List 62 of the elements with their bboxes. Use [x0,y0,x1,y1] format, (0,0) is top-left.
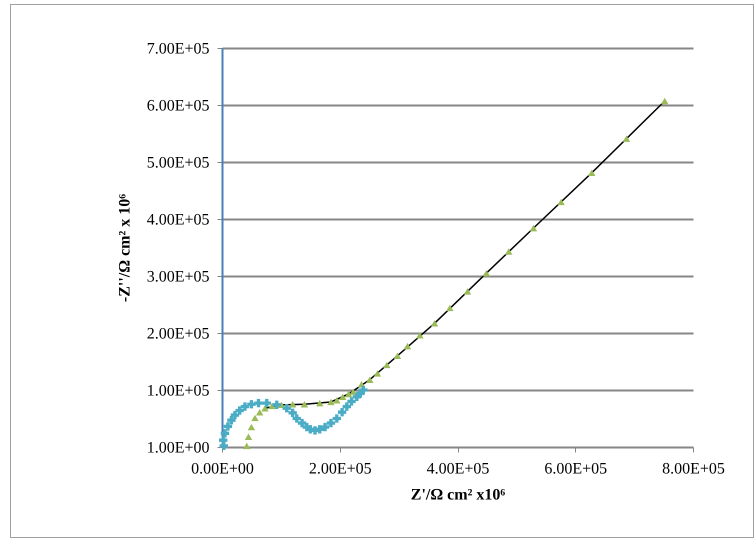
point [557,198,565,206]
point [464,288,472,295]
point [333,397,341,404]
point [251,414,259,422]
point [383,362,391,368]
point [220,429,230,438]
x-tick-label: 2.00E+05 [308,460,372,478]
point [261,405,269,412]
point [256,409,264,416]
point [342,402,351,411]
point [430,320,438,327]
point [394,352,402,360]
y-tick-label: 3.00E+05 [146,268,210,286]
point [316,400,324,406]
x-tick-label: 6.00E+05 [544,460,608,478]
point [416,332,424,338]
point [347,397,356,406]
point [288,408,297,417]
point [244,434,252,440]
y-tick-label: 4.00E+05 [146,212,210,228]
point [254,398,263,408]
point [326,418,336,428]
point [338,394,346,400]
point [446,304,454,312]
point [292,414,301,423]
point [272,400,281,410]
y-tick-label: 1.00E+05 [146,382,210,400]
point [327,398,335,406]
point [332,414,341,423]
point [661,98,668,104]
point [482,270,490,276]
point [530,224,538,232]
x-tick-label: 4.00E+05 [426,460,490,478]
y-axis-title: -Z''/Ω cm² x 10⁶ [116,194,134,302]
point [224,422,232,431]
y-tick-label: 1.00E+00 [146,440,210,456]
point [300,401,308,408]
y-tick-label: 6.00E+05 [146,98,210,114]
point [366,376,374,383]
x-tick-label: 8.00E+05 [662,460,725,478]
point [282,404,291,412]
point [404,342,412,350]
x-tick-label: 0.00E+00 [191,460,254,478]
point [588,170,596,176]
point [622,135,630,142]
point [288,401,296,408]
point [359,386,368,394]
point [230,410,240,420]
y-tick-label: 5.00E+05 [146,154,210,172]
point [247,400,256,408]
point [262,398,271,408]
y-tick-label: 7.00E+05 [146,40,210,58]
y-tick-label: 2.00E+05 [146,326,210,342]
x-axis-title: Z'/Ω cm² x10⁶ [410,486,506,504]
point [243,442,250,450]
point [248,424,256,430]
point [218,436,228,444]
point [227,416,236,424]
point [338,408,346,416]
point [235,406,244,415]
point [505,248,512,255]
point [374,370,382,377]
